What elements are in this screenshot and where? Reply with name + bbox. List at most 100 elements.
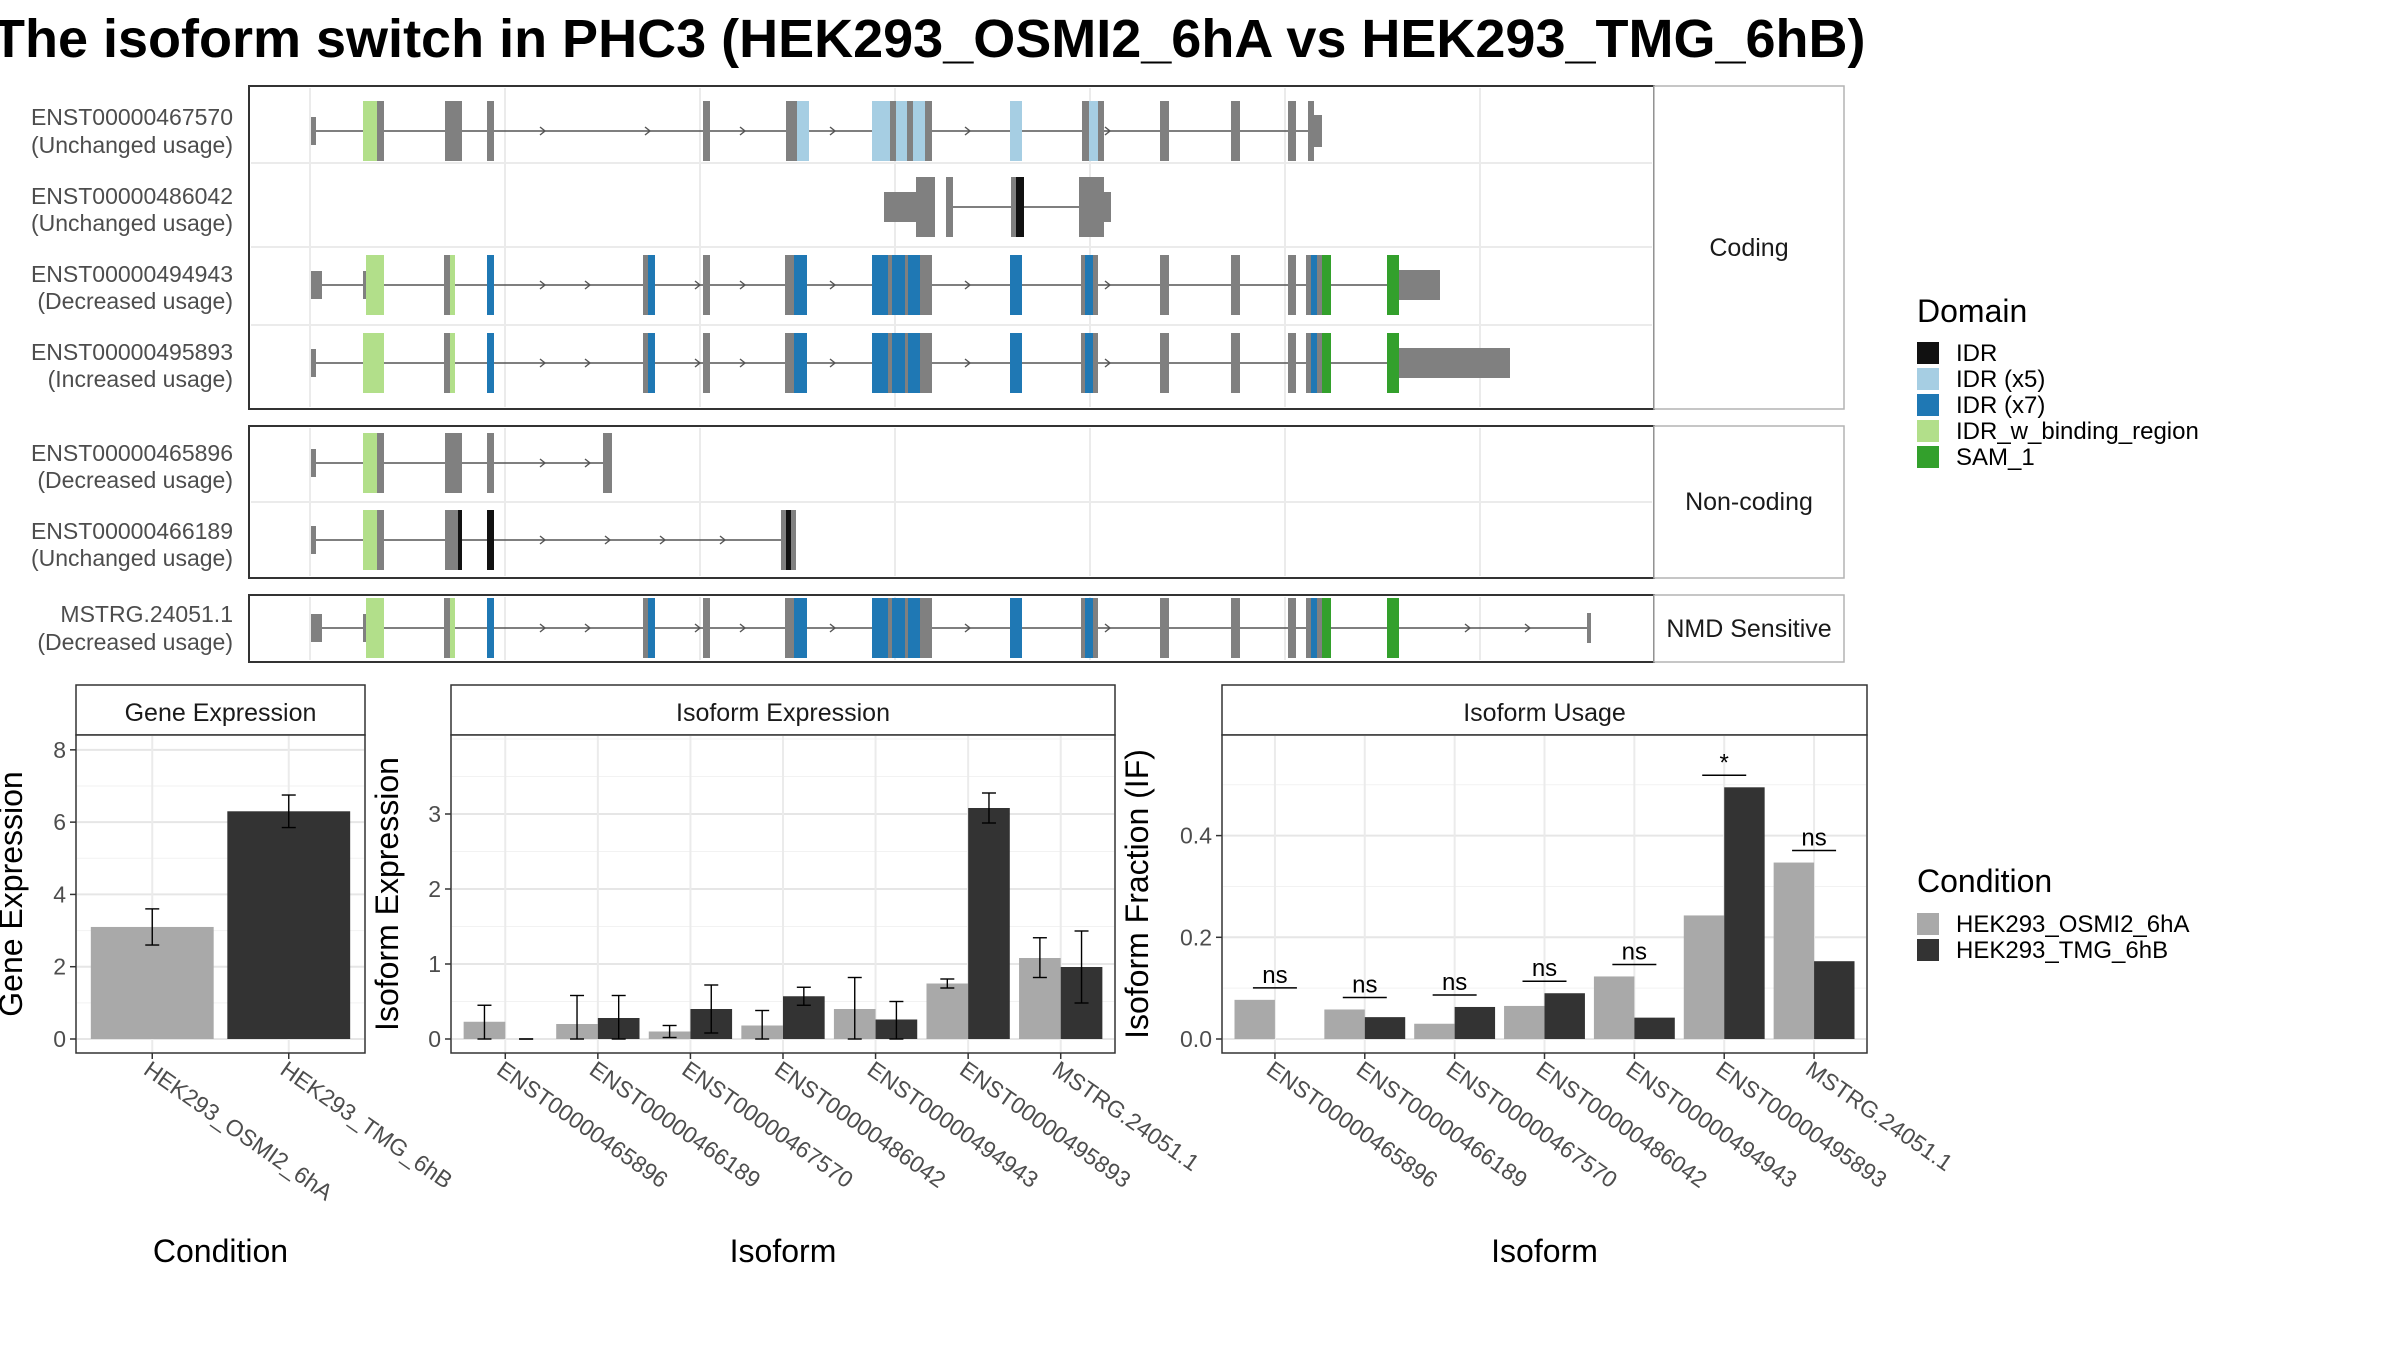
exon-block [1082, 101, 1089, 161]
strand-arrow [584, 280, 592, 290]
exon-block [1093, 333, 1098, 393]
exon-block [905, 333, 908, 393]
exon-block [648, 333, 655, 393]
x-axis-title: Condition [153, 1233, 288, 1269]
exon-block [1288, 101, 1296, 161]
bar [968, 808, 1010, 1039]
transcript-structures [311, 101, 1591, 658]
exon-block [377, 433, 384, 493]
exon-block [1288, 598, 1296, 658]
exon-block [781, 510, 786, 570]
error-bar [847, 976, 862, 1040]
exon-block [1160, 101, 1169, 161]
exon-block [872, 101, 890, 161]
exon-block [487, 433, 494, 493]
exon-block [884, 192, 920, 222]
strand-arrow [829, 126, 837, 136]
exon-block [1104, 192, 1111, 222]
exon-block [311, 349, 316, 377]
exon-block [785, 333, 794, 393]
chart-title: Isoform Expression [676, 699, 890, 727]
transcript-structure [311, 510, 796, 570]
error-bar [570, 994, 585, 1040]
exon-block [1399, 270, 1440, 300]
bar [926, 983, 969, 1039]
exon-block [363, 433, 377, 493]
exon-block [1387, 598, 1399, 658]
error-bar [1074, 930, 1089, 1004]
strand-arrow [584, 358, 592, 368]
strand-arrow [739, 623, 747, 633]
y-axis-title: Gene Expression [0, 771, 29, 1016]
exon-block [1093, 255, 1098, 315]
exon-block [1011, 177, 1016, 237]
exon-block [1317, 255, 1322, 315]
exon-block [445, 510, 458, 570]
exon-block [1231, 101, 1240, 161]
exon-block [1288, 255, 1296, 315]
exon-block [1288, 333, 1296, 393]
exon-block [1010, 255, 1022, 315]
exon-block [913, 101, 925, 161]
x-tick-label: ENST00000467570 [678, 1056, 858, 1193]
exon-block [896, 101, 907, 161]
exon-block [1306, 255, 1311, 315]
exon-block [892, 333, 905, 393]
transcript-id: ENST00000466189 [31, 518, 233, 544]
bar [227, 811, 351, 1039]
exon-block [1387, 333, 1399, 393]
bar [1414, 1023, 1455, 1039]
exon-block [872, 598, 888, 658]
error-bar [704, 984, 719, 1034]
transcript-structure [311, 433, 612, 493]
transcript-usage: (Decreased usage) [37, 288, 233, 314]
transcript-id: ENST00000495893 [31, 339, 233, 365]
exon-block [643, 598, 648, 658]
error-bar [981, 792, 996, 824]
strand-arrow [739, 358, 747, 368]
strand-arrow [539, 623, 547, 633]
transcript-usage: (Unchanged usage) [31, 132, 233, 158]
exon-block [907, 101, 913, 161]
exon-block [311, 449, 316, 477]
exon-block [703, 598, 710, 658]
exon-block [377, 510, 384, 570]
error-bar [611, 994, 626, 1040]
exon-block [366, 598, 384, 658]
significance-label: * [1720, 749, 1729, 776]
bar [1234, 999, 1275, 1039]
bar [1773, 862, 1815, 1039]
strand-arrow [584, 623, 592, 633]
strand-arrow [694, 358, 702, 368]
transcript-id: ENST00000494943 [31, 261, 233, 287]
significance-label: ns [1622, 938, 1647, 965]
strand-arrow [584, 458, 592, 468]
legend-swatch [1917, 368, 1939, 390]
exon-block [1314, 115, 1322, 147]
legend-swatch [1917, 420, 1939, 442]
legend-label: IDR [1956, 340, 1997, 367]
strand-arrow [1104, 623, 1112, 633]
exon-block [905, 255, 908, 315]
exon-block [794, 255, 807, 315]
error-bar [755, 1009, 770, 1040]
strand-arrow [964, 623, 972, 633]
exon-block [1098, 101, 1104, 161]
legend-title-condition: Condition [1917, 863, 2052, 899]
x-axis-title: Isoform [730, 1233, 837, 1269]
strip-label-nmd: NMD Sensitive [1666, 615, 1831, 643]
exon-block [648, 598, 655, 658]
strand-arrow [539, 280, 547, 290]
y-axis-title: Isoform Expression [369, 757, 405, 1031]
exon-block [603, 433, 612, 493]
transcript-id: ENST00000465896 [31, 440, 233, 466]
exon-block [797, 101, 809, 161]
exon-block [363, 614, 366, 642]
strand-arrow [539, 535, 547, 545]
chart-panel: Isoform Expression0123ENST00000465896ENS… [369, 684, 1204, 1269]
exon-block [1311, 333, 1317, 393]
strand-arrow [694, 280, 702, 290]
strand-arrow [1104, 280, 1112, 290]
